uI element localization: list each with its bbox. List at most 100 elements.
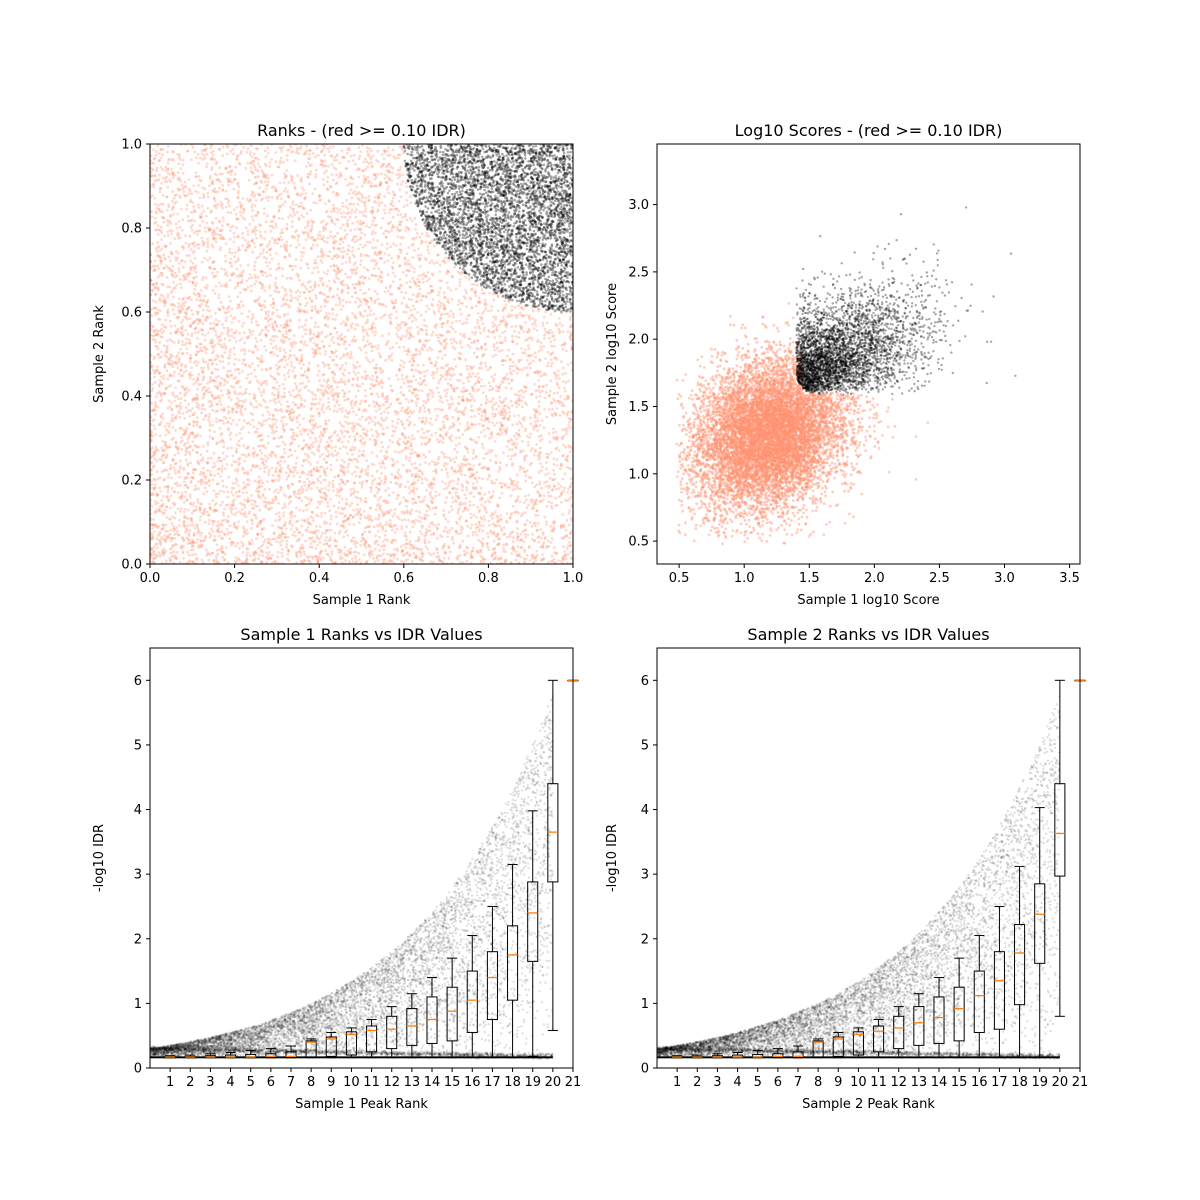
data-point bbox=[334, 182, 338, 186]
data-point bbox=[445, 414, 449, 418]
data-point bbox=[328, 355, 332, 359]
data-point bbox=[156, 493, 160, 497]
data-point bbox=[434, 431, 437, 435]
data-point bbox=[209, 322, 213, 325]
data-point bbox=[483, 303, 486, 306]
data-point bbox=[212, 228, 216, 232]
data-point bbox=[246, 445, 250, 448]
data-point bbox=[417, 274, 421, 277]
data-point bbox=[461, 395, 465, 399]
data-point bbox=[330, 338, 333, 342]
data-point bbox=[359, 497, 362, 500]
data-point bbox=[354, 162, 357, 166]
data-point bbox=[300, 250, 303, 254]
data-point bbox=[490, 388, 494, 392]
data-point bbox=[253, 368, 257, 372]
data-point bbox=[401, 215, 405, 219]
data-point bbox=[332, 190, 335, 194]
data-point bbox=[294, 356, 298, 360]
data-point bbox=[411, 276, 415, 280]
data-point bbox=[363, 500, 367, 504]
data-point bbox=[435, 555, 438, 559]
data-point bbox=[420, 526, 424, 529]
data-point bbox=[232, 187, 236, 191]
data-point bbox=[478, 462, 482, 466]
data-point bbox=[425, 369, 429, 373]
data-point bbox=[363, 157, 367, 161]
data-point bbox=[321, 496, 325, 499]
data-point bbox=[454, 444, 458, 447]
data-point bbox=[348, 390, 351, 393]
data-point bbox=[228, 164, 232, 168]
data-point bbox=[328, 481, 332, 485]
data-point bbox=[517, 403, 521, 406]
data-point bbox=[340, 174, 343, 178]
data-point bbox=[510, 448, 514, 451]
data-point bbox=[540, 348, 543, 352]
data-point bbox=[524, 321, 527, 324]
data-point bbox=[326, 236, 330, 240]
data-point bbox=[218, 334, 222, 338]
data-point bbox=[450, 439, 453, 443]
data-point bbox=[221, 555, 225, 559]
data-point bbox=[369, 309, 373, 312]
data-point bbox=[440, 400, 444, 404]
data-point bbox=[445, 399, 449, 402]
data-point bbox=[180, 546, 184, 550]
data-point bbox=[400, 449, 403, 453]
data-point bbox=[282, 511, 286, 514]
data-point bbox=[251, 362, 254, 365]
data-point bbox=[498, 467, 502, 471]
data-point bbox=[228, 353, 232, 357]
data-point bbox=[403, 518, 407, 522]
data-point bbox=[261, 481, 265, 485]
data-point bbox=[272, 437, 276, 440]
data-point bbox=[539, 446, 542, 450]
data-point bbox=[309, 148, 312, 152]
data-point bbox=[234, 556, 238, 559]
data-point bbox=[361, 281, 364, 284]
data-point bbox=[262, 381, 266, 385]
data-point bbox=[308, 530, 312, 534]
data-point bbox=[302, 471, 306, 475]
data-point bbox=[532, 561, 535, 564]
data-point bbox=[539, 462, 542, 465]
data-point bbox=[350, 472, 354, 476]
data-point bbox=[374, 317, 378, 321]
data-point bbox=[335, 410, 339, 413]
data-point bbox=[327, 312, 331, 315]
data-point bbox=[399, 391, 403, 394]
data-point bbox=[257, 175, 260, 179]
data-point bbox=[336, 253, 339, 257]
data-point bbox=[502, 315, 505, 319]
data-point bbox=[158, 379, 162, 382]
data-point bbox=[191, 280, 195, 284]
data-point bbox=[486, 368, 490, 372]
data-point bbox=[333, 234, 337, 238]
data-point bbox=[172, 419, 176, 422]
data-point bbox=[189, 210, 193, 214]
data-point bbox=[495, 520, 499, 524]
data-point bbox=[497, 470, 501, 473]
data-point bbox=[152, 334, 155, 338]
data-point bbox=[352, 335, 356, 339]
data-point bbox=[452, 541, 455, 545]
data-point bbox=[528, 559, 532, 562]
data-point bbox=[171, 190, 175, 194]
data-point bbox=[342, 342, 346, 346]
data-point bbox=[488, 366, 492, 370]
data-point bbox=[450, 374, 454, 378]
data-point bbox=[254, 199, 258, 202]
data-point bbox=[517, 336, 521, 339]
data-point bbox=[364, 291, 368, 295]
data-point bbox=[414, 227, 417, 231]
data-point bbox=[162, 216, 166, 220]
data-point bbox=[514, 446, 518, 450]
data-point bbox=[209, 358, 213, 362]
data-point bbox=[346, 430, 349, 434]
data-point bbox=[444, 517, 448, 521]
data-point bbox=[161, 511, 165, 515]
data-point bbox=[180, 286, 183, 290]
data-point bbox=[256, 490, 260, 493]
data-point bbox=[173, 194, 177, 197]
